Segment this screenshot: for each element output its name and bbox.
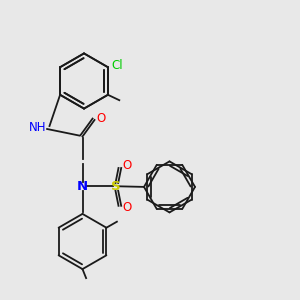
Text: S: S xyxy=(111,180,120,194)
Text: NH: NH xyxy=(29,121,46,134)
Text: Cl: Cl xyxy=(112,59,123,72)
Text: O: O xyxy=(122,201,132,214)
Text: O: O xyxy=(122,159,132,172)
Text: O: O xyxy=(96,112,106,125)
Text: N: N xyxy=(77,180,88,194)
